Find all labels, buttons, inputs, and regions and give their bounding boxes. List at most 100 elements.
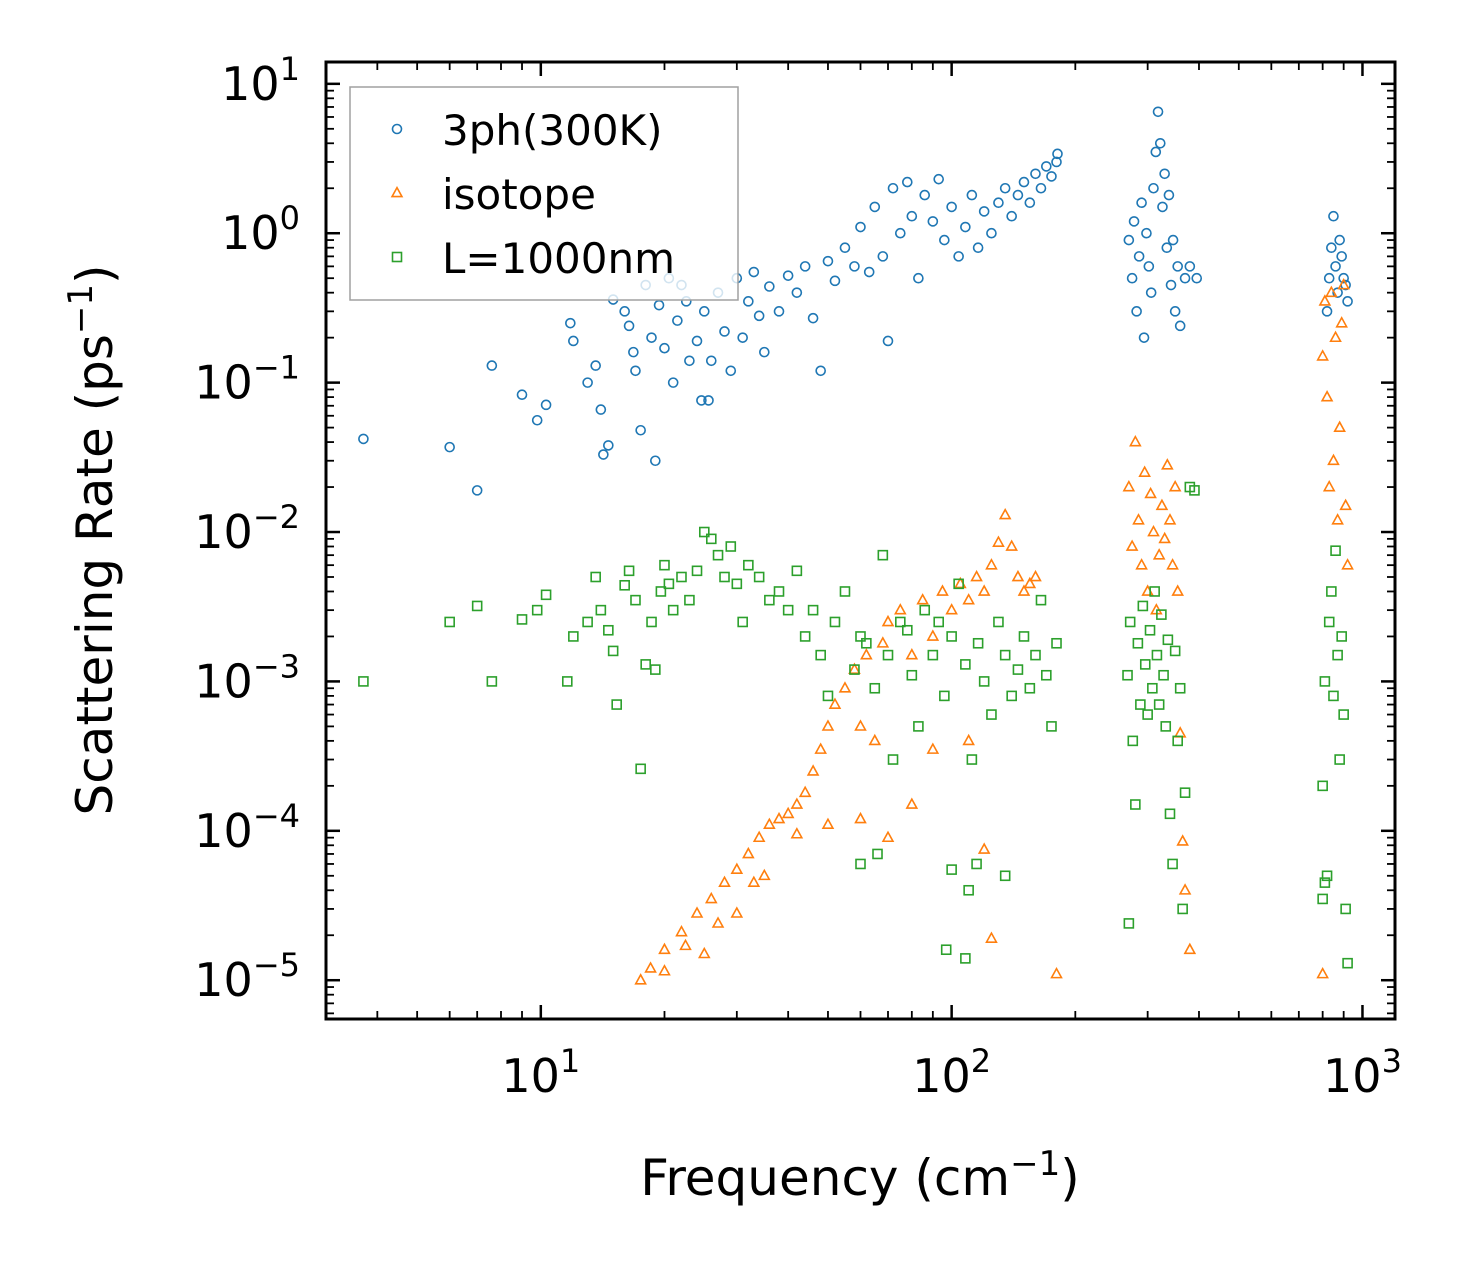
data-point	[905, 648, 919, 660]
data-point	[684, 355, 695, 367]
data-point	[798, 785, 812, 798]
data-point	[913, 272, 924, 284]
data-point	[1326, 242, 1337, 254]
data-point	[821, 817, 835, 830]
data-point	[1030, 649, 1041, 661]
data-point	[531, 414, 543, 426]
y-tick-label: 100	[221, 199, 300, 260]
data-point	[1150, 146, 1162, 158]
data-point	[1169, 306, 1181, 317]
data-point	[1179, 272, 1191, 284]
data-point	[675, 925, 688, 937]
data-point	[861, 637, 872, 649]
data-point	[1176, 834, 1189, 846]
data-point	[1342, 296, 1353, 307]
data-point	[993, 616, 1004, 628]
legend-marker-triangle	[390, 185, 404, 198]
data-point	[753, 571, 765, 583]
data-point	[791, 565, 803, 577]
data-point	[1341, 558, 1354, 570]
data-point	[635, 763, 646, 775]
data-point	[1122, 479, 1136, 492]
data-point	[782, 604, 794, 616]
data-point	[869, 201, 881, 213]
y-tick-label: 101	[221, 50, 300, 111]
data-point	[869, 682, 881, 694]
data-point	[992, 535, 1005, 547]
data-point	[966, 754, 978, 765]
data-point	[1323, 616, 1335, 628]
data-point	[791, 287, 803, 298]
data-point	[839, 586, 851, 597]
data-point	[960, 221, 971, 233]
data-point	[743, 296, 754, 307]
data-point	[595, 404, 607, 415]
data-point	[906, 210, 918, 222]
data-point	[953, 578, 964, 590]
data-point	[1174, 320, 1186, 332]
data-point	[1011, 569, 1025, 582]
data-point	[667, 377, 679, 388]
data-point	[906, 669, 918, 681]
data-point	[696, 395, 707, 406]
data-point	[743, 559, 754, 571]
data-point	[712, 549, 724, 561]
data-point	[926, 742, 940, 754]
data-point	[855, 858, 866, 870]
data-point	[634, 973, 647, 985]
data-point	[815, 649, 826, 661]
data-point	[690, 906, 704, 918]
data-point	[540, 589, 552, 601]
data-point	[1152, 106, 1164, 118]
data-point	[902, 176, 913, 188]
data-point	[927, 216, 939, 227]
data-point	[1336, 251, 1347, 262]
data-point	[1124, 616, 1136, 628]
data-point	[1147, 524, 1160, 537]
data-point	[1050, 966, 1063, 979]
data-point	[1153, 699, 1165, 710]
data-point	[1334, 754, 1345, 765]
data-point	[1335, 316, 1348, 328]
data-point	[1164, 808, 1176, 820]
data-point	[540, 399, 552, 411]
data-point	[1141, 227, 1152, 239]
data-point	[1328, 210, 1339, 222]
data-point	[940, 944, 952, 956]
data-point	[838, 681, 852, 693]
series-isotope	[634, 277, 1354, 985]
data-point	[882, 335, 894, 347]
data-point	[1024, 682, 1036, 694]
data-point	[1130, 799, 1141, 810]
data-point	[946, 201, 957, 213]
data-point	[772, 811, 786, 824]
data-point	[1326, 586, 1337, 597]
data-point	[829, 616, 841, 628]
data-point	[358, 433, 369, 445]
data-point	[807, 604, 819, 616]
data-point	[1163, 513, 1177, 525]
data-point	[1138, 332, 1150, 343]
data-point	[1322, 479, 1336, 492]
data-point	[655, 586, 667, 597]
y-tick-label: 10−4	[194, 797, 300, 858]
data-point	[1122, 669, 1133, 681]
data-point	[1156, 609, 1167, 620]
data-point	[737, 616, 748, 628]
data-point	[1035, 182, 1047, 194]
data-point	[1191, 272, 1203, 284]
data-point	[1052, 148, 1063, 160]
data-point	[704, 891, 718, 904]
data-point	[1317, 780, 1328, 792]
data-point	[1006, 690, 1017, 702]
legend-entry: 3ph(300K)	[391, 106, 662, 155]
data-point	[881, 830, 895, 843]
data-point	[1145, 287, 1157, 298]
data-point	[1046, 721, 1057, 732]
data-point	[1321, 870, 1333, 882]
data-point	[471, 600, 483, 612]
data-point	[814, 742, 827, 754]
data-point	[998, 507, 1012, 520]
data-point	[1166, 558, 1179, 570]
data-point	[1323, 272, 1335, 284]
